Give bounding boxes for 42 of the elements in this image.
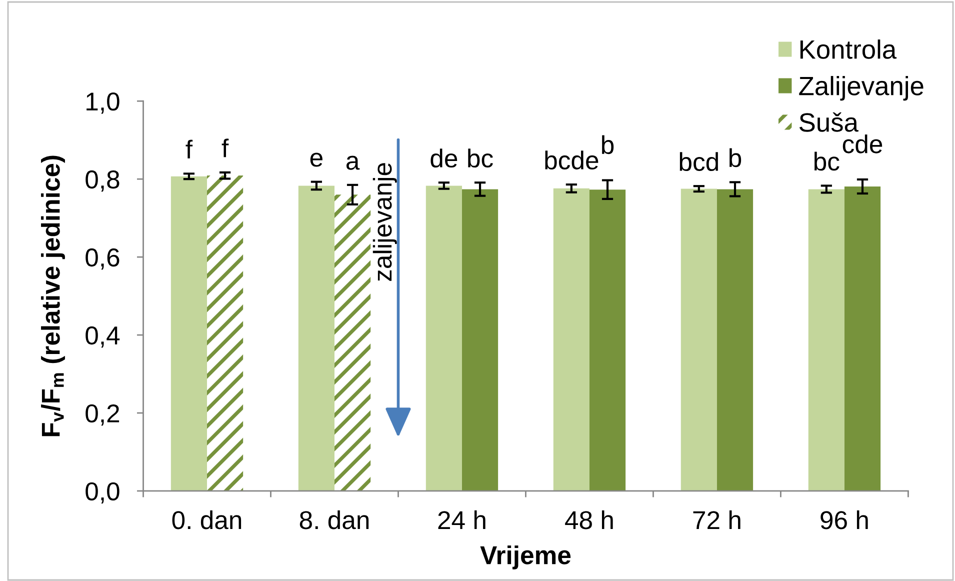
- bar: [716, 189, 754, 491]
- data-label: bc: [814, 152, 840, 171]
- legend-label: Kontrola: [800, 40, 897, 59]
- bar: [462, 189, 498, 491]
- bar: [553, 188, 590, 491]
- y-tick-label: 0,0: [86, 482, 120, 504]
- bar: [808, 189, 844, 491]
- y-tick-label: 1,0: [86, 92, 120, 114]
- y-tick-label: 0,6: [86, 248, 120, 270]
- legend-label: Zalijevanje: [799, 76, 924, 101]
- data-label: b: [730, 148, 742, 168]
- x-tick-label: 48 h: [565, 510, 613, 530]
- y-axis-title: F$_{v}$/F$_{m}$ (relative jedinice): [41, 156, 65, 436]
- bar: [170, 176, 207, 491]
- y-tick-label: 0,2: [86, 404, 120, 426]
- data-label: de: [430, 148, 458, 168]
- x-axis-title: Vrijeme: [480, 545, 571, 570]
- bar: [844, 186, 881, 491]
- x-tick-label: 24 h: [438, 510, 486, 530]
- bar: [334, 194, 371, 491]
- data-label: f: [186, 140, 193, 158]
- data-label: cde: [842, 134, 882, 154]
- x-tick-label: 0. dan: [172, 510, 242, 530]
- y-tick-label: 0,8: [86, 170, 120, 192]
- data-label: b: [602, 135, 614, 154]
- x-tick-label: 72 h: [693, 510, 740, 530]
- y-tick-label: 0,4: [86, 326, 120, 348]
- bar: [426, 186, 462, 491]
- legend-label: Suša: [800, 112, 858, 132]
- bar: [680, 188, 717, 491]
- data-label: e: [310, 152, 322, 167]
- bar: [206, 176, 244, 491]
- x-tick-label: 96 h: [820, 510, 868, 530]
- data-label: bcd: [680, 152, 718, 172]
- x-tick-label: 8. dan: [300, 510, 369, 530]
- bar: [589, 190, 626, 491]
- data-label: a: [346, 156, 360, 170]
- annotation: zalijevanje: [372, 163, 397, 281]
- data-label: bcde: [545, 150, 598, 170]
- data-label: f: [222, 138, 229, 158]
- data-label: bc: [468, 148, 493, 168]
- bar: [298, 186, 334, 491]
